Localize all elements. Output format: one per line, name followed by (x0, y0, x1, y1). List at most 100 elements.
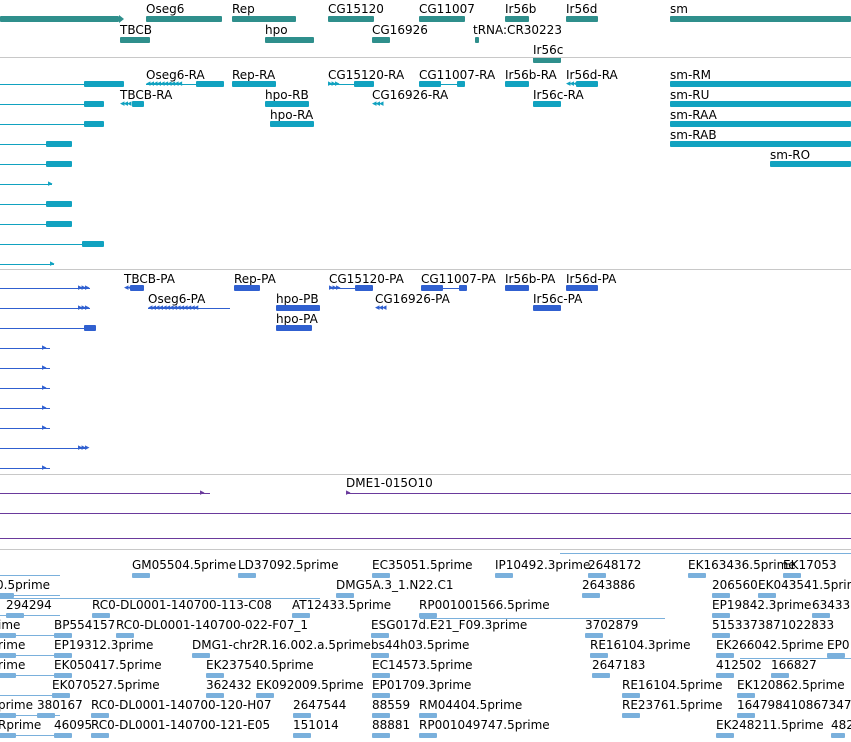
est-line[interactable] (0, 715, 60, 716)
est-glyph[interactable] (293, 713, 311, 718)
est-glyph[interactable] (256, 693, 274, 698)
feature-glyph[interactable] (670, 81, 851, 87)
feature-label[interactable]: RE23761.5prime (622, 698, 723, 712)
feature-label[interactable]: Ir56c-RA (533, 88, 584, 102)
feature-label[interactable]: hpo-PB (276, 292, 319, 306)
est-glyph[interactable] (91, 733, 109, 738)
feature-label[interactable]: 164798410867347 (737, 698, 851, 712)
est-glyph[interactable] (372, 693, 390, 698)
feature-glyph[interactable] (84, 81, 124, 87)
feature-label[interactable]: hpo (265, 23, 288, 37)
feature-label[interactable]: EK120862.5prime (737, 678, 845, 692)
est-glyph[interactable] (54, 733, 72, 738)
est-glyph[interactable] (582, 593, 600, 598)
feature-label[interactable]: sm-RO (770, 148, 811, 162)
intron-line[interactable] (146, 84, 224, 85)
feature-label[interactable]: EP19842.3prime (712, 598, 812, 612)
feature-label[interactable]: Ir56b (505, 2, 537, 16)
est-glyph[interactable] (116, 633, 134, 638)
feature-label[interactable]: CG11007-RA (419, 68, 496, 82)
feature-glyph[interactable] (770, 161, 851, 167)
feature-label[interactable]: Oseg6-RA (146, 68, 205, 82)
feature-glyph[interactable] (120, 37, 150, 43)
feature-glyph[interactable] (457, 81, 465, 87)
feature-glyph[interactable] (265, 101, 309, 107)
feature-glyph[interactable] (459, 285, 467, 291)
est-line[interactable] (740, 658, 851, 659)
feature-glyph[interactable] (328, 16, 374, 22)
feature-label[interactable]: 380167 (37, 698, 83, 712)
feature-glyph[interactable] (670, 141, 851, 147)
feature-label[interactable]: sm (670, 2, 688, 16)
clone-line[interactable] (0, 538, 851, 539)
est-glyph[interactable] (758, 593, 776, 598)
est-glyph[interactable] (293, 733, 311, 738)
est-line[interactable] (0, 655, 60, 656)
intron-line[interactable] (0, 328, 86, 329)
feature-label[interactable]: sm-RU (670, 88, 710, 102)
feature-label[interactable]: TBCB-PA (124, 272, 175, 286)
est-glyph[interactable] (336, 593, 354, 598)
intron-line[interactable] (329, 288, 373, 289)
est-glyph[interactable] (712, 593, 730, 598)
feature-glyph[interactable] (670, 121, 851, 127)
feature-label[interactable]: rime (0, 638, 26, 652)
feature-label[interactable]: EC35051.5prime (372, 558, 473, 572)
feature-label[interactable]: 46095 (54, 718, 93, 732)
est-glyph[interactable] (712, 633, 730, 638)
feature-label[interactable]: CG16926 (372, 23, 428, 37)
feature-label[interactable]: ESG017d.E21_F09.3prime (371, 618, 528, 632)
est-glyph[interactable] (716, 653, 734, 658)
feature-glyph[interactable] (533, 57, 561, 63)
est-glyph[interactable] (419, 613, 437, 618)
est-line[interactable] (0, 695, 60, 696)
feature-label[interactable]: Ir56d-PA (566, 272, 617, 286)
feature-label[interactable]: 2647544 (293, 698, 347, 712)
feature-label[interactable]: AT12433.5prime (292, 598, 392, 612)
feature-label[interactable]: DMG5A.3_1.N22.C1 (336, 578, 454, 592)
est-glyph[interactable] (688, 573, 706, 578)
intron-line[interactable] (0, 144, 46, 145)
feature-label[interactable]: 166827 (771, 658, 817, 672)
feature-label[interactable]: Ir56b-RA (505, 68, 557, 82)
feature-label[interactable]: RC0-DL0001-140700-113-C08 (92, 598, 272, 612)
feature-label[interactable]: Oseg6 (146, 2, 185, 16)
gene-glyph[interactable] (113, 16, 119, 22)
feature-label[interactable]: sm-RM (670, 68, 711, 82)
feature-label[interactable]: Oseg6-PA (148, 292, 206, 306)
est-glyph[interactable] (132, 573, 150, 578)
feature-glyph[interactable] (475, 37, 479, 43)
feature-glyph[interactable] (234, 285, 260, 291)
feature-label[interactable]: 2648172 (588, 558, 642, 572)
intron-line[interactable] (0, 264, 54, 265)
est-glyph[interactable] (206, 673, 224, 678)
feature-glyph[interactable] (419, 81, 441, 87)
feature-label[interactable]: EP0 (827, 638, 850, 652)
est-line[interactable] (420, 618, 665, 619)
intron-line[interactable] (0, 408, 50, 409)
est-glyph[interactable] (495, 573, 513, 578)
feature-glyph[interactable] (46, 141, 72, 147)
feature-glyph[interactable] (576, 81, 598, 87)
est-glyph[interactable] (771, 673, 789, 678)
feature-label[interactable]: TBCB-RA (120, 88, 173, 102)
intron-line[interactable] (0, 468, 50, 469)
feature-label[interactable]: hpo-RB (265, 88, 309, 102)
intron-line[interactable] (0, 84, 84, 85)
feature-glyph[interactable] (46, 221, 72, 227)
intron-line[interactable] (0, 204, 46, 205)
intron-line[interactable] (0, 388, 50, 389)
intron-line[interactable] (0, 124, 84, 125)
feature-glyph[interactable] (232, 81, 276, 87)
feature-label[interactable]: EP01709.3prime (372, 678, 472, 692)
est-glyph[interactable] (737, 713, 755, 718)
est-glyph[interactable] (371, 653, 389, 658)
clone-line[interactable] (0, 513, 851, 514)
est-glyph[interactable] (238, 573, 256, 578)
est-glyph[interactable] (192, 653, 210, 658)
est-glyph[interactable] (91, 713, 109, 718)
feature-label[interactable]: EC14573.5prime (372, 658, 473, 672)
feature-label[interactable]: hpo-PA (276, 312, 318, 326)
feature-label[interactable]: 482 (831, 718, 851, 732)
est-glyph[interactable] (372, 713, 390, 718)
